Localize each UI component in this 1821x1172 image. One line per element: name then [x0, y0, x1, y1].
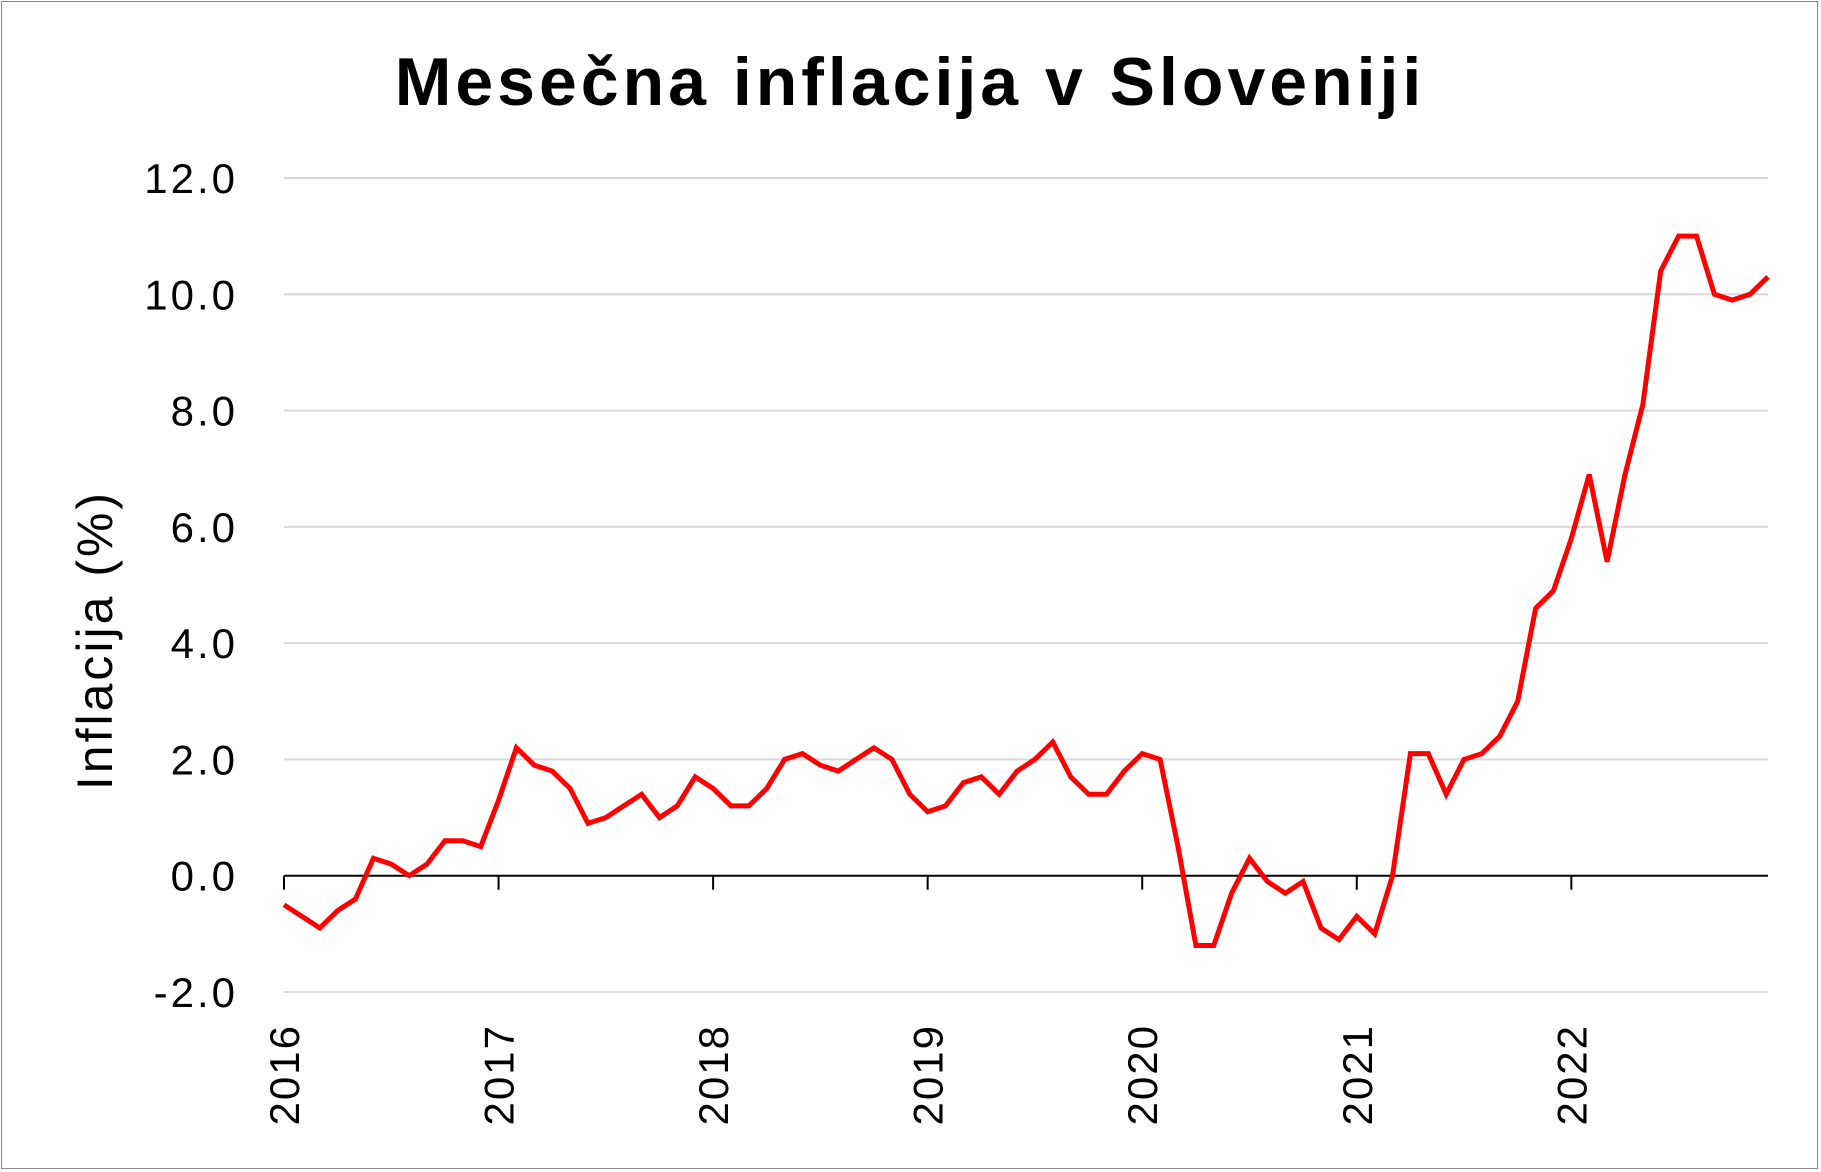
y-axis-ticks: -2.0 0.0 2.0 4.0 6.0 8.0 10.0 12.0	[144, 155, 238, 1016]
gridlines	[284, 177, 1768, 993]
y-tick-label: 8.0	[171, 388, 238, 435]
x-tick-label: 2020	[1119, 1024, 1166, 1125]
y-tick-label: 6.0	[171, 504, 238, 551]
x-tick-label: 2018	[690, 1024, 737, 1125]
x-tick-label: 2017	[476, 1024, 523, 1125]
y-tick-label: 0.0	[171, 853, 238, 900]
y-tick-label: 4.0	[171, 620, 238, 667]
y-tick-label: -2.0	[154, 969, 238, 1016]
y-tick-label: 10.0	[144, 271, 238, 318]
x-tick-label: 2022	[1548, 1024, 1595, 1125]
x-axis	[283, 875, 1573, 890]
chart-title: Mesečna inflacija v Sloveniji	[395, 44, 1426, 120]
y-tick-label: 12.0	[144, 155, 238, 202]
x-tick-label: 2021	[1334, 1024, 1381, 1125]
series-layer	[282, 233, 1770, 948]
x-tick-label: 2016	[261, 1024, 308, 1125]
x-tick-label: 2019	[905, 1024, 952, 1125]
series-line-inflacija	[282, 233, 1770, 948]
x-axis-ticks: 2016 2017 2018 2019 2020 2021 2022	[261, 1024, 1595, 1125]
y-axis-label: Inflacija (%)	[67, 490, 123, 790]
y-tick-label: 2.0	[171, 736, 238, 783]
